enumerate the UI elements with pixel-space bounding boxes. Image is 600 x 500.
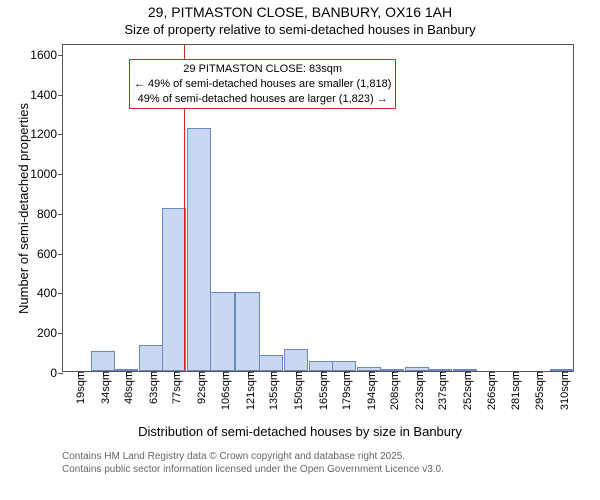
x-tick-label: 252sqm xyxy=(456,371,474,410)
x-tick-label: 19sqm xyxy=(69,371,87,404)
x-tick-label: 63sqm xyxy=(142,371,160,404)
x-tick-label: 310sqm xyxy=(553,371,571,410)
x-tick-label: 34sqm xyxy=(94,371,112,404)
x-axis-label: Distribution of semi-detached houses by … xyxy=(0,424,600,439)
histogram-bar xyxy=(284,349,308,371)
footer-line: Contains public sector information licen… xyxy=(62,463,444,476)
chart-title: 29, PITMASTON CLOSE, BANBURY, OX16 1AH xyxy=(0,0,600,20)
histogram-bar xyxy=(309,361,333,371)
annotation-line: 29 PITMASTON CLOSE: 83sqm xyxy=(134,62,391,77)
histogram-bar xyxy=(332,361,356,371)
y-tick-mark xyxy=(58,214,63,215)
x-tick-label: 208sqm xyxy=(383,371,401,410)
histogram-bar xyxy=(139,345,163,371)
x-tick-label: 77sqm xyxy=(165,371,183,404)
x-tick-label: 92sqm xyxy=(190,371,208,404)
footer-line: Contains HM Land Registry data © Crown c… xyxy=(62,450,444,463)
x-tick-label: 135sqm xyxy=(262,371,280,410)
x-tick-label: 295sqm xyxy=(528,371,546,410)
histogram-bar xyxy=(259,355,283,371)
x-tick-label: 281sqm xyxy=(504,371,522,410)
histogram-bar xyxy=(162,208,186,371)
chart-plot-area: 0200400600800100012001400160019sqm34sqm4… xyxy=(62,44,574,372)
footer-attribution: Contains HM Land Registry data © Crown c… xyxy=(62,450,444,476)
y-axis-label: Number of semi-detached properties xyxy=(16,103,31,314)
x-tick-label: 121sqm xyxy=(239,371,257,410)
histogram-bar xyxy=(210,292,234,372)
x-tick-label: 48sqm xyxy=(117,371,135,404)
x-tick-label: 237sqm xyxy=(431,371,449,410)
histogram-bar xyxy=(235,292,259,372)
y-tick-mark xyxy=(58,254,63,255)
y-tick-mark xyxy=(58,55,63,56)
annotation-box: 29 PITMASTON CLOSE: 83sqm← 49% of semi-d… xyxy=(129,59,396,110)
chart-subtitle: Size of property relative to semi-detach… xyxy=(0,20,600,37)
y-tick-mark xyxy=(58,95,63,96)
y-tick-mark xyxy=(58,174,63,175)
x-tick-label: 266sqm xyxy=(480,371,498,410)
x-tick-label: 165sqm xyxy=(312,371,330,410)
x-tick-label: 106sqm xyxy=(214,371,232,410)
y-tick-mark xyxy=(58,333,63,334)
annotation-line: ← 49% of semi-detached houses are smalle… xyxy=(134,77,391,92)
histogram-bar xyxy=(91,351,115,371)
x-tick-label: 150sqm xyxy=(287,371,305,410)
x-tick-label: 179sqm xyxy=(335,371,353,410)
x-tick-label: 194sqm xyxy=(360,371,378,410)
x-tick-label: 223sqm xyxy=(408,371,426,410)
histogram-bar xyxy=(187,128,211,371)
y-tick-mark xyxy=(58,373,63,374)
y-tick-mark xyxy=(58,134,63,135)
annotation-line: 49% of semi-detached houses are larger (… xyxy=(134,92,391,107)
y-tick-mark xyxy=(58,293,63,294)
